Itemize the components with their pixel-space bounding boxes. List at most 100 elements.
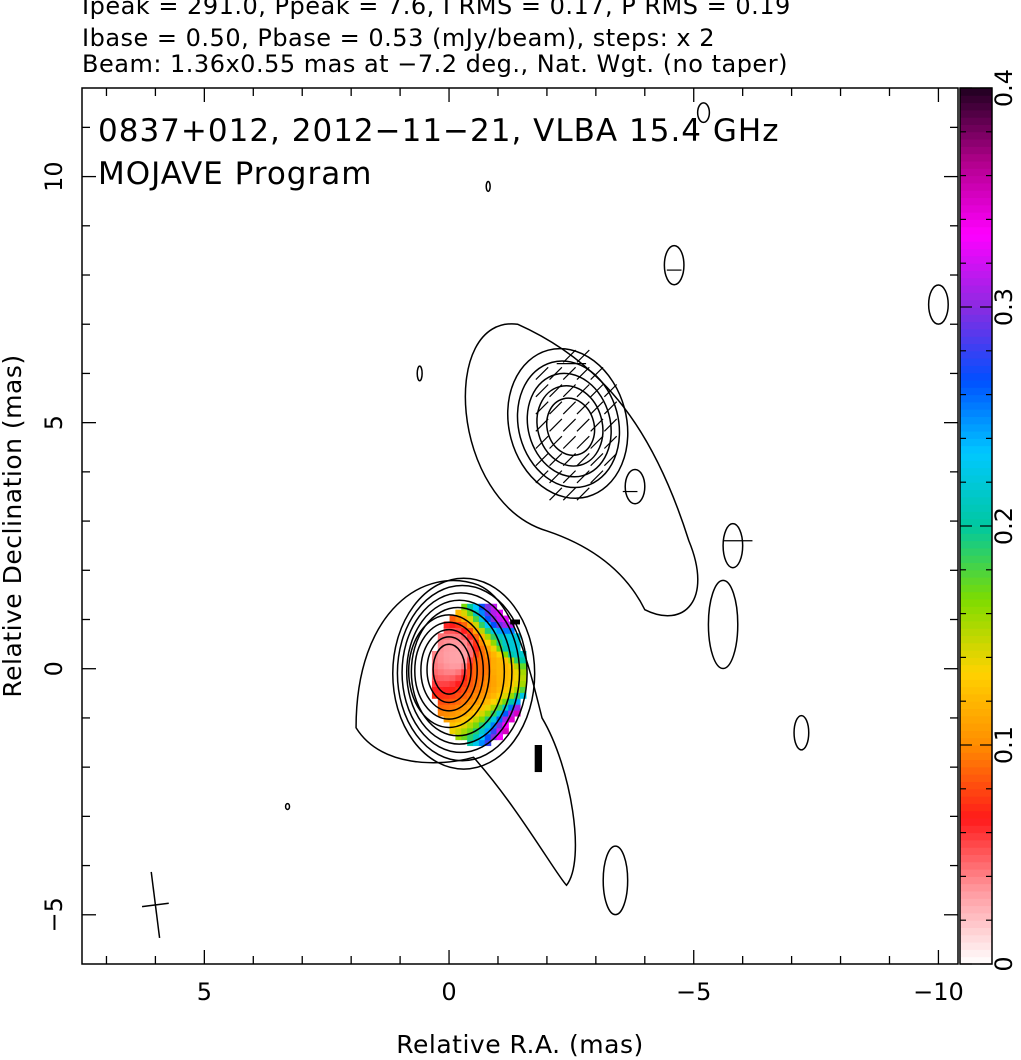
pol-vector — [576, 349, 590, 363]
pol-pixel — [484, 715, 492, 723]
colorbar-swatch — [960, 766, 992, 775]
pol-vector — [590, 470, 604, 484]
pol-pixel — [514, 680, 521, 688]
pol-vector — [603, 384, 618, 398]
pol-pixel — [514, 633, 521, 640]
core-contour — [426, 636, 472, 704]
colorbar-swatch — [960, 234, 992, 242]
colorbar-swatch — [960, 460, 992, 469]
pol-pixel — [502, 674, 509, 682]
colorbar-swatch — [960, 299, 992, 308]
colorbar-swatch — [960, 95, 992, 104]
pol-pixel — [478, 645, 486, 652]
pol-pixel — [484, 633, 492, 640]
pol-pixel — [478, 686, 486, 693]
colorbar-swatch — [960, 175, 992, 184]
x-tick-label: −10 — [913, 978, 964, 1006]
pol-vector — [562, 452, 577, 467]
pol-pixel — [461, 727, 468, 735]
pol-pixel — [502, 680, 509, 688]
chart-subtitle: MOJAVE Program — [98, 156, 372, 192]
colorbar-swatch — [960, 854, 992, 863]
colorbar-swatch — [960, 117, 992, 125]
pol-pixel — [443, 692, 451, 699]
colorbar-swatch — [960, 774, 992, 782]
colorbar-swatch — [960, 547, 992, 556]
pol-pixel — [520, 656, 527, 664]
colorbar: 0 0.1 0.2 0.3 0.4 — [959, 69, 1018, 972]
pol-vector — [535, 401, 549, 415]
pol-vector — [576, 384, 590, 398]
pol-pixel — [484, 710, 492, 717]
colorbar-swatch — [960, 591, 992, 600]
pol-pixel — [449, 651, 457, 658]
contour-island — [793, 714, 810, 751]
pol-vector — [535, 435, 549, 449]
pol-pixel — [461, 733, 468, 741]
pol-pixel — [467, 621, 474, 628]
pol-pixel — [508, 715, 515, 723]
core-outer-contour — [355, 579, 577, 887]
pol-pixel — [455, 627, 462, 634]
colorbar-swatch — [960, 818, 992, 826]
colorbar-tick-label: 0.1 — [990, 726, 1018, 764]
pol-pixel — [490, 639, 498, 646]
pol-pixel — [461, 603, 468, 611]
colorbar-swatch — [960, 182, 992, 191]
pol-pixel — [461, 621, 468, 628]
colorbar-swatch — [960, 912, 992, 921]
pol-pixel — [437, 686, 445, 693]
pol-pixel — [478, 615, 486, 623]
pol-pixel — [502, 727, 509, 735]
pol-pixel — [490, 686, 498, 693]
chart-title: 0837+012, 2012−11−21, VLBA 15.4 GHz — [98, 113, 779, 149]
colorbar-swatch — [960, 102, 992, 111]
pol-pixel — [484, 733, 492, 741]
colorbar-swatch — [960, 708, 992, 717]
colorbar-swatch — [960, 730, 992, 739]
colorbar-swatch — [960, 693, 992, 702]
colorbar-swatch — [960, 204, 992, 213]
colorbar-swatch — [960, 796, 992, 804]
pol-pixel — [467, 710, 474, 717]
colorbar-swatch — [960, 263, 992, 271]
colorbar-swatch — [960, 927, 992, 936]
pol-pixel — [461, 680, 468, 688]
beam-minor-axis — [141, 902, 169, 908]
pol-pixel — [514, 639, 521, 646]
colorbar-swatch — [960, 723, 992, 731]
pol-pixel — [437, 710, 445, 717]
colorbar-swatch — [960, 387, 992, 396]
colorbar-swatch — [960, 314, 992, 323]
colorbar-swatch — [960, 686, 992, 695]
colorbar-swatch — [960, 956, 992, 965]
colorbar-swatch — [960, 891, 992, 899]
pol-pixel — [461, 698, 468, 705]
pol-pixel — [473, 686, 480, 693]
pol-pixel — [508, 692, 515, 699]
pol-vector — [576, 366, 590, 381]
contour-island — [602, 845, 629, 916]
pol-pixel — [502, 639, 509, 646]
pol-vector — [590, 366, 604, 381]
pol-pixel — [478, 627, 486, 634]
colorbar-swatch — [960, 540, 992, 549]
colorbar-swatch — [960, 445, 992, 454]
pol-pixel — [496, 651, 503, 658]
pol-pixel — [473, 704, 480, 711]
pol-pixel — [484, 692, 492, 699]
pol-pixel — [520, 651, 527, 658]
pol-pixel — [478, 698, 486, 705]
pol-pixel — [514, 674, 521, 682]
pol-pixel — [467, 615, 474, 623]
pol-pixel — [484, 609, 492, 617]
colorbar-swatch — [960, 109, 992, 118]
pol-pixel — [467, 645, 474, 652]
colorbar-swatch — [960, 431, 992, 439]
pol-pixel — [496, 627, 503, 634]
pol-pixel — [520, 680, 527, 688]
pol-vector — [549, 401, 563, 415]
colorbar-swatch — [960, 642, 992, 651]
pol-pixel — [490, 698, 498, 705]
colorbar-swatch — [960, 876, 992, 885]
